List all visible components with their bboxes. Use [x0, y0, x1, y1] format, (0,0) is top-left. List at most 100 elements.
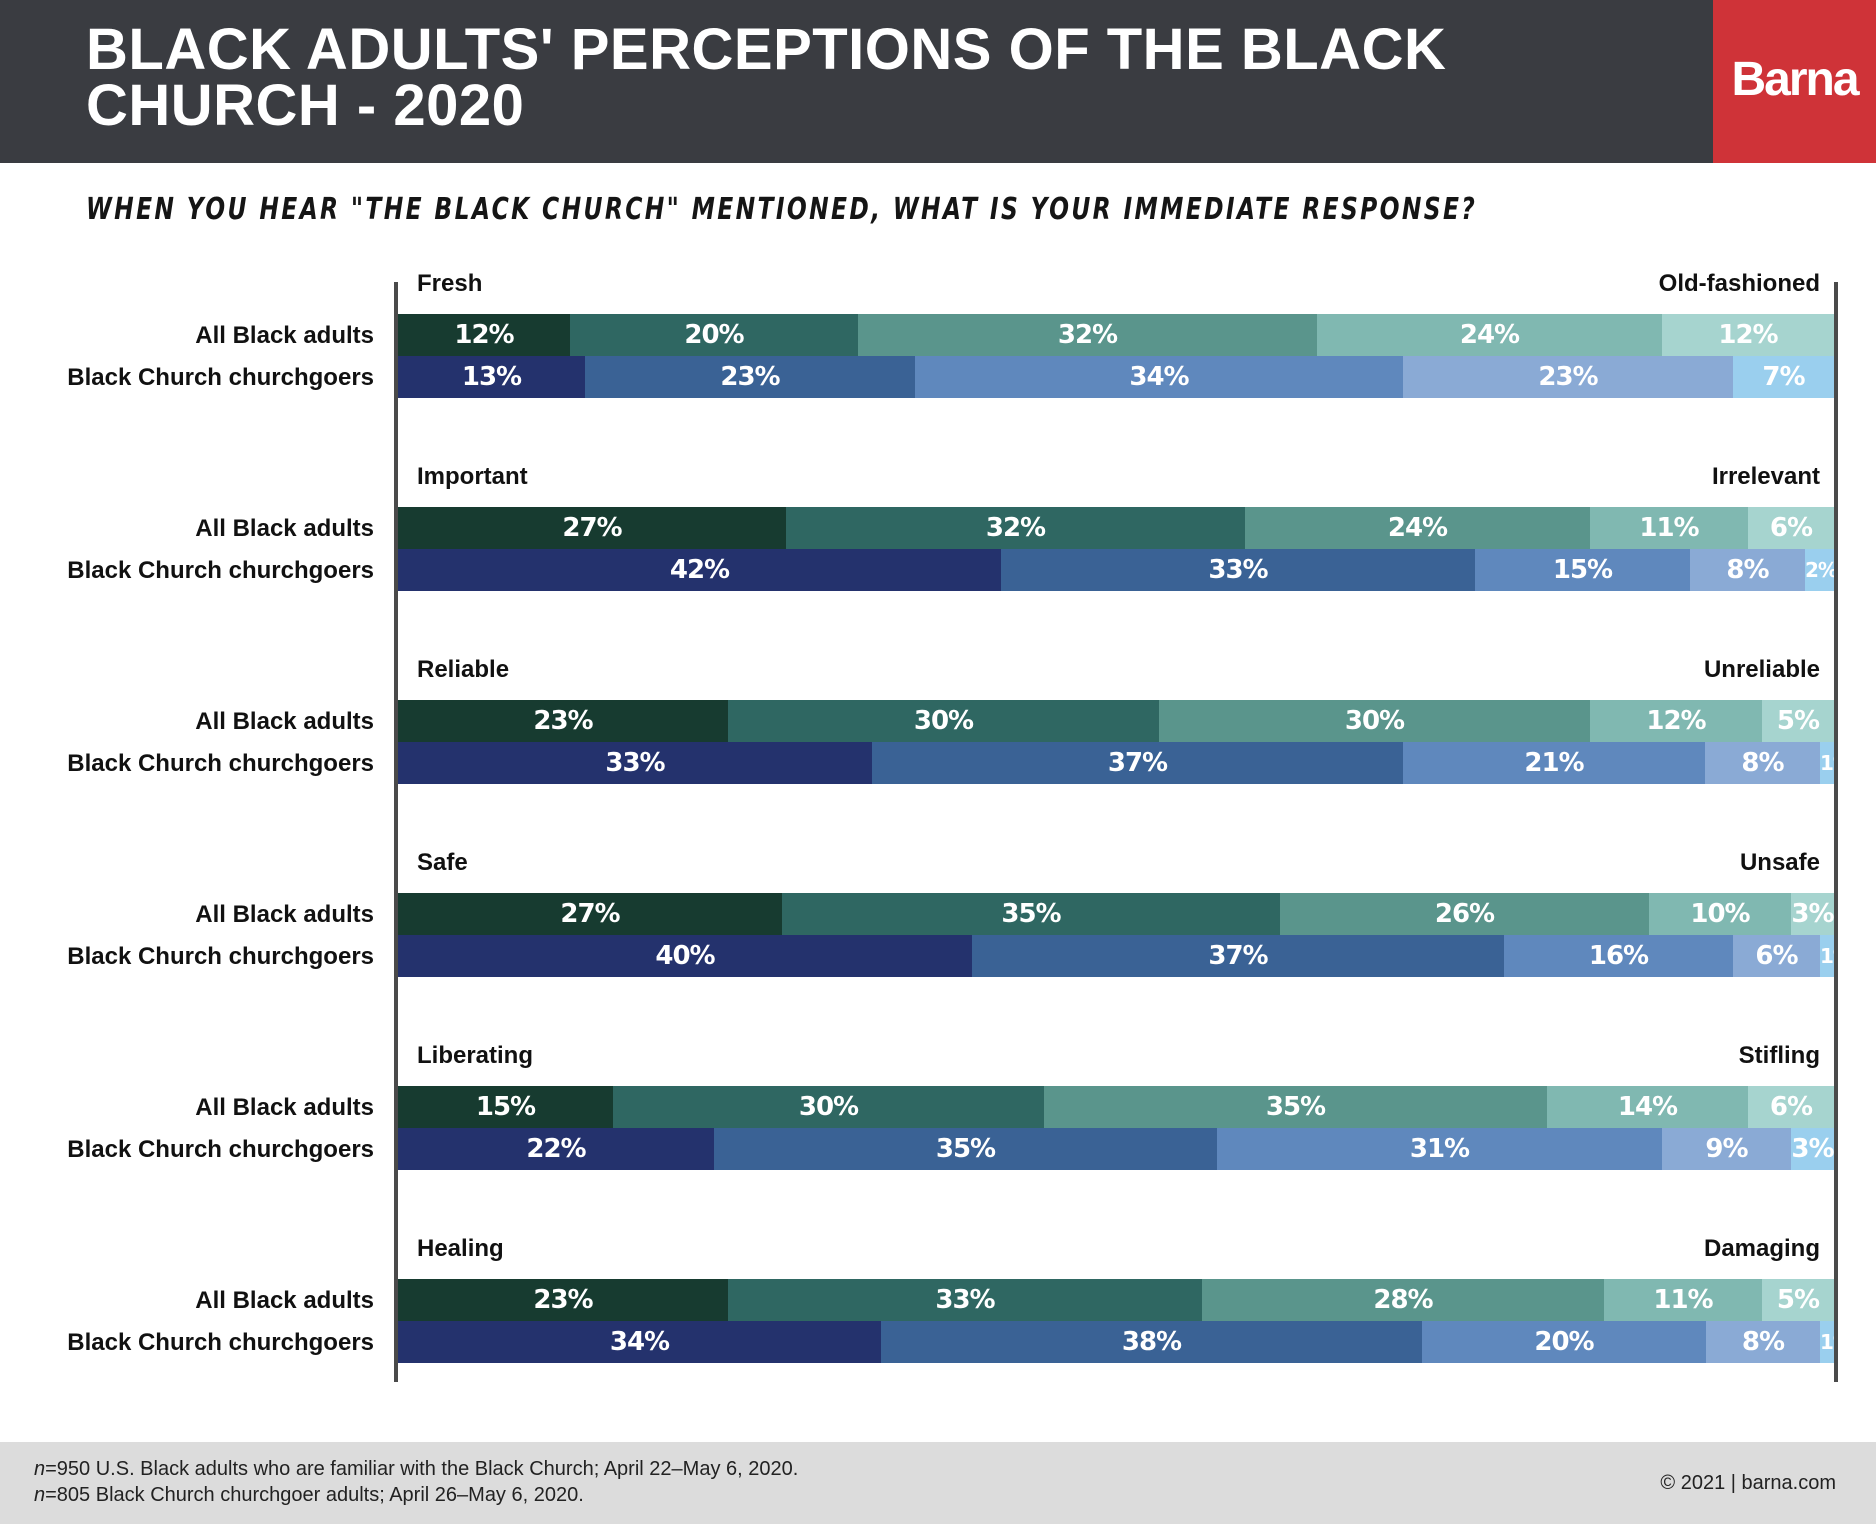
bar-segment: 24%: [1317, 314, 1662, 356]
bar-segment: 1%: [1820, 935, 1834, 977]
data-label: 23%: [533, 706, 593, 736]
row-label: All Black adults: [195, 515, 374, 542]
data-label: 20%: [684, 320, 744, 350]
bar-segment: 12%: [398, 314, 570, 356]
left-axis-line: [394, 282, 398, 1382]
data-label: 31%: [1409, 1134, 1470, 1164]
row-label: Black Church churchgoers: [67, 364, 374, 391]
data-label: 22%: [526, 1134, 586, 1164]
data-label: 26%: [1434, 899, 1495, 929]
data-label: 8%: [1741, 1327, 1785, 1357]
bar-segment: 23%: [398, 1279, 728, 1321]
row-label: All Black adults: [195, 708, 374, 735]
data-label: 8%: [1741, 748, 1784, 778]
data-label: 33%: [605, 748, 665, 778]
bar-segment: 40%: [398, 935, 972, 977]
bar-segment: 20%: [570, 314, 858, 356]
data-label: 6%: [1755, 941, 1798, 971]
bar-segment: 20%: [1422, 1321, 1706, 1363]
footnote-sample-adults: n=950 U.S. Black adults who are familiar…: [34, 1458, 799, 1480]
bar-segment: 8%: [1705, 742, 1820, 784]
bar-segment: 14%: [1547, 1086, 1748, 1128]
data-label: 35%: [1265, 1092, 1326, 1122]
bar-segment: 23%: [1403, 356, 1733, 398]
chart-question: WHEN YOU HEAR "THE BLACK CHURCH" MENTION…: [86, 192, 1478, 227]
data-label: 40%: [655, 941, 715, 971]
bar-segment: 27%: [398, 507, 786, 549]
row-label: Black Church churchgoers: [67, 557, 374, 584]
bar-segment: 30%: [728, 700, 1159, 742]
bar-segment: 1%: [1820, 742, 1834, 784]
pole-label-unsafe: Unsafe: [1739, 849, 1820, 876]
data-label: 14%: [1617, 1092, 1678, 1122]
data-label: 30%: [1344, 706, 1405, 736]
data-label: 42%: [669, 555, 730, 585]
bar-segment: 5%: [1762, 1279, 1834, 1321]
data-label: 15%: [1552, 555, 1613, 585]
bar-segment: 33%: [728, 1279, 1202, 1321]
bar-segment: 15%: [398, 1086, 613, 1128]
bar-segment: 23%: [398, 700, 728, 742]
row-label: Black Church churchgoers: [67, 943, 374, 970]
data-label: 34%: [1129, 362, 1189, 392]
row-label: Black Church churchgoers: [67, 750, 374, 777]
bar-segment: 2%: [1805, 549, 1834, 591]
data-label: 32%: [985, 513, 1046, 543]
pole-label-reliable: Reliable: [417, 656, 510, 683]
footer: n=950 U.S. Black adults who are familiar…: [0, 1442, 1876, 1524]
bar-segment: 30%: [613, 1086, 1044, 1128]
data-label: 3%: [1791, 899, 1834, 929]
data-label: 30%: [913, 706, 974, 736]
data-label: 9%: [1705, 1134, 1748, 1164]
bar-segment: 38%: [881, 1321, 1422, 1363]
data-label: 5%: [1776, 1285, 1820, 1315]
bar-segment: 3%: [1791, 893, 1834, 935]
bar-segment: 11%: [1604, 1279, 1762, 1321]
data-label: 2%: [1805, 558, 1834, 582]
bar-segment: 37%: [872, 742, 1403, 784]
row-label: All Black adults: [195, 1094, 374, 1121]
data-label: 35%: [1001, 899, 1061, 929]
bar-segment: 33%: [398, 742, 872, 784]
data-label: 37%: [1208, 941, 1268, 971]
row-label: All Black adults: [195, 901, 374, 928]
pole-label-irrelevant: Irrelevant: [1711, 463, 1820, 490]
bar-segment: 30%: [1159, 700, 1590, 742]
data-label: 12%: [454, 320, 514, 350]
pole-label-healing: Healing: [417, 1235, 504, 1262]
bar-segment: 8%: [1706, 1321, 1820, 1363]
data-label: 34%: [609, 1327, 670, 1357]
data-label: 37%: [1107, 748, 1168, 778]
pole-label-damaging: Damaging: [1703, 1235, 1820, 1262]
header-banner: BLACK ADULTS' PERCEPTIONS OF THE BLACK C…: [0, 0, 1713, 163]
barna-logo: Barna: [1713, 0, 1876, 163]
bar-segment: 24%: [1245, 507, 1590, 549]
bar-segment: 42%: [398, 549, 1001, 591]
pole-label-stifling: Stifling: [1738, 1042, 1820, 1069]
data-label: 38%: [1121, 1327, 1182, 1357]
data-label: 8%: [1726, 555, 1769, 585]
pole-label-important: Important: [417, 463, 528, 490]
data-label: 11%: [1639, 513, 1699, 543]
data-label: 6%: [1769, 513, 1813, 543]
bar-segment: 6%: [1748, 1086, 1834, 1128]
bar-segment: 8%: [1690, 549, 1805, 591]
row-label: Black Church churchgoers: [67, 1329, 374, 1356]
data-label: 6%: [1769, 1092, 1813, 1122]
data-label: 23%: [1538, 362, 1598, 392]
bar-segment: 13%: [398, 356, 585, 398]
bar-segment: 32%: [858, 314, 1317, 356]
bar-segment: 23%: [585, 356, 915, 398]
bar-segment: 9%: [1662, 1128, 1791, 1170]
data-label: 11%: [1653, 1285, 1713, 1315]
footnote-1-text: =950 U.S. Black adults who are familiar …: [45, 1458, 799, 1480]
data-label: 3%: [1791, 1134, 1834, 1164]
bar-segment: 21%: [1403, 742, 1705, 784]
data-label: 1%: [1820, 1330, 1834, 1354]
data-label: 30%: [798, 1092, 859, 1122]
bar-segment: 6%: [1748, 507, 1834, 549]
data-label: 35%: [935, 1134, 996, 1164]
bar-segment: 15%: [1475, 549, 1690, 591]
bar-segment: 16%: [1504, 935, 1733, 977]
bar-segment: 11%: [1590, 507, 1748, 549]
